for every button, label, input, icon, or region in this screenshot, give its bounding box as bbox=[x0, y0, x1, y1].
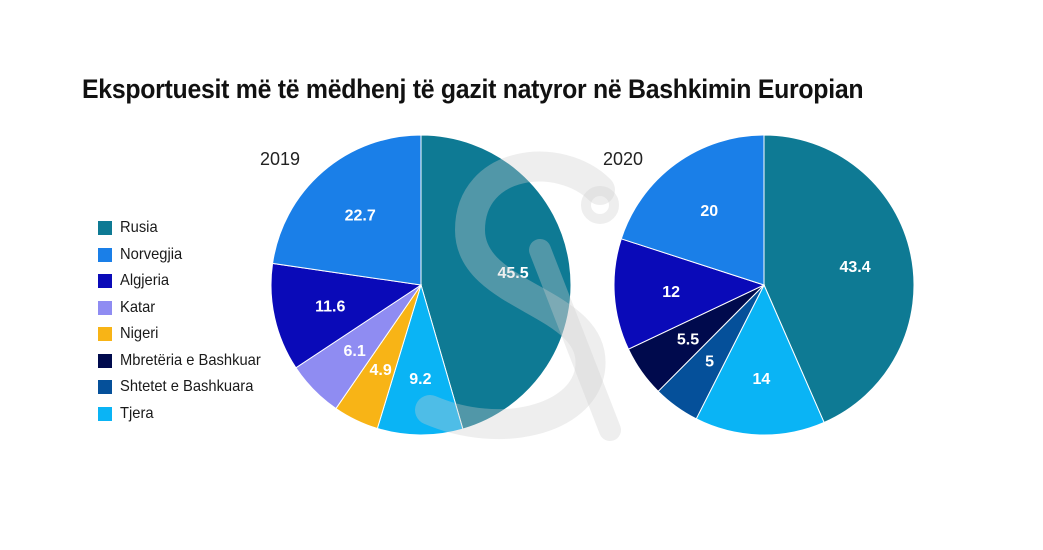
slice-label-tjera: 14 bbox=[752, 371, 770, 388]
pie-slice-rusia bbox=[420, 134, 572, 430]
slice-label-katar: 6.1 bbox=[343, 343, 365, 360]
legend-label: Algjeria bbox=[120, 272, 170, 290]
legend-swatch bbox=[98, 380, 112, 395]
pie-slice-norvegjia bbox=[620, 134, 765, 286]
legend-label: Katar bbox=[120, 298, 156, 316]
pie-slice-tjera bbox=[376, 283, 464, 436]
legend-label: Mbretëria e Bashkuar bbox=[120, 351, 261, 369]
pie-slice-algjeria bbox=[613, 238, 766, 350]
legend-swatch bbox=[98, 274, 112, 289]
slice-label-nigeri: 4.9 bbox=[369, 362, 391, 379]
pie-slice-rusia bbox=[763, 134, 915, 424]
legend-swatch bbox=[98, 353, 112, 368]
slice-label-rusia: 45.5 bbox=[498, 265, 529, 282]
legend-swatch bbox=[98, 221, 112, 236]
legend-swatch bbox=[98, 406, 112, 421]
chart-title: Eksportuesit më të mëdhenj të gazit naty… bbox=[82, 74, 864, 104]
watermark-logo-icon bbox=[415, 151, 621, 441]
pie-year-label: 2019 bbox=[260, 149, 300, 169]
legend-label: Nigeri bbox=[120, 325, 159, 343]
pie-year-label: 2020 bbox=[603, 149, 643, 169]
slice-label-algjeria: 11.6 bbox=[315, 298, 345, 315]
legend-label: Rusia bbox=[120, 219, 158, 237]
pie-chart-2019: 45.5 9.2 4.96.1 11.6 22.7 2019 bbox=[260, 134, 572, 436]
pie-slice-algjeria bbox=[270, 262, 423, 369]
legend-label: Tjera bbox=[120, 404, 154, 422]
legend-item-tjera: Tjera bbox=[98, 401, 273, 428]
pie-slice-tjera bbox=[695, 283, 825, 436]
legend: Rusia Norvegjia Algjeria Katar Nigeri Mb… bbox=[98, 215, 273, 427]
slice-label-mbreteria-e-bashkuar: 5.5 bbox=[677, 332, 699, 349]
legend-swatch bbox=[98, 247, 112, 262]
slice-label-algjeria: 12 bbox=[662, 284, 680, 301]
legend-item-nigeri: Nigeri bbox=[98, 321, 273, 348]
pie-slice-norvegjia bbox=[271, 134, 422, 286]
legend-label: Norvegjia bbox=[120, 245, 183, 263]
slice-label-shtetet-e-bashkuara: 5 bbox=[705, 353, 714, 370]
legend-item-katar: Katar bbox=[98, 295, 273, 322]
legend-swatch bbox=[98, 300, 112, 315]
legend-item-norvegjia: Norvegjia bbox=[98, 242, 273, 269]
slice-label-tjera: 9.2 bbox=[409, 371, 431, 388]
slice-label-norvegjia: 22.7 bbox=[345, 208, 376, 225]
legend-item-algjeria: Algjeria bbox=[98, 268, 273, 295]
legend-item-shtetet-e-bashkuara: Shtetet e Bashkuara bbox=[98, 374, 273, 401]
legend-item-rusia: Rusia bbox=[98, 215, 273, 242]
slice-label-norvegjia: 20 bbox=[700, 203, 718, 220]
legend-label: Shtetet e Bashkuara bbox=[120, 378, 254, 396]
slice-label-rusia: 43.4 bbox=[839, 259, 870, 276]
legend-item-mbreteria-e-bashkuar: Mbretëria e Bashkuar bbox=[98, 348, 273, 375]
legend-swatch bbox=[98, 327, 112, 342]
